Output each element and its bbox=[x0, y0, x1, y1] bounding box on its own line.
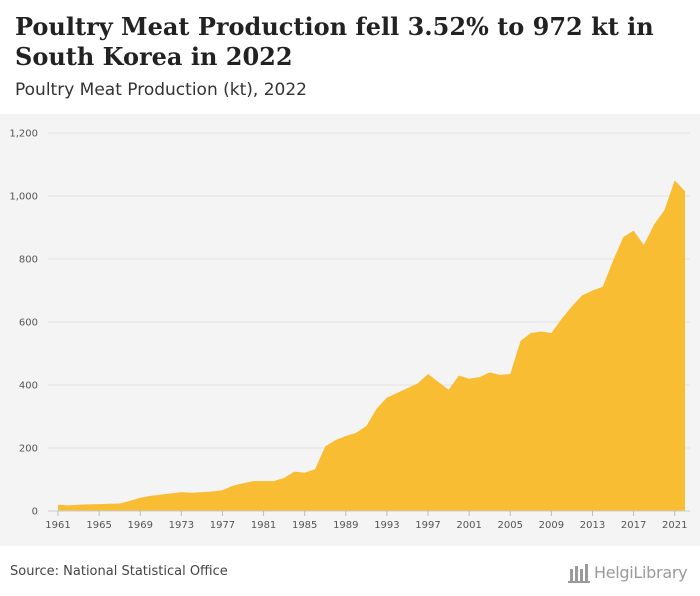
chart-subtitle: Poultry Meat Production (kt), 2022 bbox=[15, 80, 307, 100]
x-axis-ticks: 1961 1965 1969 1973 1977 1981 1985 1989 1993 1997… bbox=[45, 511, 687, 531]
y-axis-ticks: 0 200 400 600 800 1,000 1,200 bbox=[9, 129, 38, 518]
y-tick-label: 200 bbox=[19, 444, 38, 455]
x-tick-label: 2001 bbox=[456, 520, 481, 531]
x-tick-label: 1993 bbox=[374, 520, 399, 531]
chart-footer bbox=[0, 546, 700, 596]
source-note: Source: National Statistical Office bbox=[10, 564, 228, 579]
chart-header: Poultry Meat Production fell 3.52% to 97… bbox=[0, 0, 700, 114]
x-tick-label: 2005 bbox=[498, 520, 523, 531]
library-building-icon bbox=[568, 564, 590, 583]
logo-text: HelgiLibrary bbox=[594, 563, 688, 582]
x-tick-label: 2017 bbox=[621, 520, 646, 531]
x-tick-label: 2021 bbox=[662, 520, 687, 531]
y-tick-label: 800 bbox=[19, 255, 38, 266]
y-tick-label: 400 bbox=[19, 381, 38, 392]
x-tick-label: 1961 bbox=[45, 520, 70, 531]
x-tick-label: 1977 bbox=[210, 520, 235, 531]
y-tick-label: 1,200 bbox=[9, 129, 38, 140]
x-tick-label: 1965 bbox=[86, 520, 111, 531]
helgilibrary-logo[interactable]: HelgiLibrary bbox=[566, 560, 692, 586]
y-tick-label: 1,000 bbox=[9, 192, 38, 203]
x-tick-label: 1997 bbox=[415, 520, 440, 531]
x-tick-label: 2009 bbox=[539, 520, 564, 531]
chart-title: Poultry Meat Production fell 3.52% to 97… bbox=[15, 12, 654, 71]
y-tick-label: 600 bbox=[19, 318, 38, 329]
x-tick-label: 1969 bbox=[128, 520, 153, 531]
x-tick-label: 1981 bbox=[251, 520, 276, 531]
x-tick-label: 1989 bbox=[333, 520, 358, 531]
y-tick-label: 0 bbox=[32, 507, 38, 518]
x-tick-label: 2013 bbox=[580, 520, 605, 531]
x-tick-label: 1985 bbox=[292, 520, 317, 531]
x-tick-label: 1973 bbox=[169, 520, 194, 531]
series-area bbox=[58, 180, 685, 511]
